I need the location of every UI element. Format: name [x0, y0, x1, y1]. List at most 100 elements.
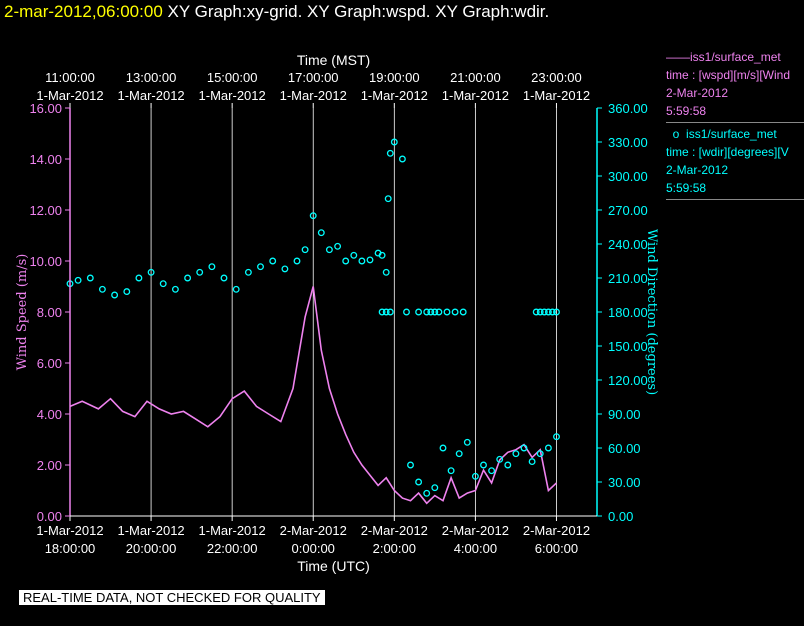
x-tick-label-date: 2-Mar-2012: [523, 523, 590, 538]
x-tick-label-date: 2-Mar-2012: [442, 523, 509, 538]
wdir-point: [553, 433, 560, 441]
grid-lines: [150, 108, 557, 516]
y-left-tick-label: 4.00: [37, 407, 62, 422]
wdir-point: [540, 308, 548, 316]
wdir-point: [382, 308, 390, 316]
wdir-point: [463, 438, 471, 446]
y-left-tick-label: 2.00: [37, 458, 62, 473]
tick-labels: 1-Mar-2012 18:00:00 1-Mar-2012 20:00:00 1-Ma…: [15, 52, 659, 574]
y-left-tick-label: 8.00: [37, 305, 62, 320]
wdir-point: [528, 458, 536, 466]
wdir-point: [334, 242, 342, 250]
wdir-point: [378, 251, 386, 259]
x-top-tick-label-time: 23:00:00: [531, 70, 582, 85]
wdir-point: [257, 263, 264, 271]
y-right-tick-label: 150.00: [608, 339, 648, 354]
wdir-point: [220, 274, 228, 282]
wdir-point: [317, 229, 325, 237]
x-top-tick-label-date: 1-Mar-2012: [117, 88, 184, 103]
wdir-point: [496, 455, 504, 463]
wdir-point: [435, 308, 443, 316]
wdir-point: [548, 308, 556, 316]
wdir-point: [135, 274, 143, 282]
wdir-point: [208, 263, 216, 271]
x-top-tick-label-date: 1-Mar-2012: [280, 88, 347, 103]
wdir-point: [384, 195, 392, 203]
y-left-tick-label: 0.00: [37, 509, 62, 524]
wdir-point: [443, 308, 451, 316]
wdir-point: [536, 308, 544, 316]
x-top-axis-label: Time (MST): [297, 52, 370, 68]
x-tick-label-time: 20:00:00: [126, 541, 177, 556]
wdir-point: [415, 478, 423, 486]
wdir-point: [244, 268, 252, 276]
wdir-point: [366, 256, 374, 264]
wdir-point: [386, 308, 394, 316]
x-top-tick-label-date: 1-Mar-2012: [199, 88, 266, 103]
y-right-tick-label: 30.00: [608, 475, 641, 490]
wdir-point: [358, 257, 366, 265]
y-right-tick-label: 180.00: [608, 305, 648, 320]
x-tick-label-time: 6:00:00: [535, 541, 578, 556]
wdir-point: [74, 276, 82, 284]
legend-wdir-time: 5:59:58: [666, 181, 707, 195]
wdir-point: [301, 246, 309, 254]
wdir-point: [293, 257, 301, 265]
y-left-tick-label: 12.00: [29, 203, 62, 218]
y-right-tick-label: 270.00: [608, 203, 648, 218]
wdir-point: [407, 461, 414, 469]
legend-wspd-date: 2-Mar-2012: [666, 86, 729, 100]
y-right-tick-label: 120.00: [608, 373, 648, 388]
wdir-point: [342, 257, 350, 265]
wdir-point: [196, 268, 204, 276]
wdir-point: [431, 484, 439, 492]
wdir-point: [386, 149, 394, 157]
wdir-point: [232, 285, 240, 293]
x-tick-label-date: 1-Mar-2012: [36, 523, 103, 538]
x-top-tick-label-date: 1-Mar-2012: [36, 88, 103, 103]
y-right-tick-label: 300.00: [608, 169, 648, 184]
y-left-axis-label: Wind Speed (m/s): [15, 254, 30, 371]
wdir-point: [378, 308, 386, 316]
wdir-point: [98, 285, 106, 293]
wdir-point: [504, 461, 512, 469]
y-right-tick-label: 90.00: [608, 407, 641, 422]
x-top-tick-label-time: 15:00:00: [207, 70, 258, 85]
legend-wspd-marker: ——: [666, 50, 690, 64]
wdir-point: [447, 467, 455, 475]
legend-wspd-source: ——iss1/surface_met: [666, 50, 781, 64]
wdir-point: [398, 155, 406, 163]
legend-wdir-source: o iss1/surface_met: [672, 127, 777, 141]
wdir-point: [439, 444, 447, 452]
y-left-tick-label: 16.00: [29, 101, 62, 116]
x-tick-label-time: 18:00:00: [45, 541, 96, 556]
legend: ——iss1/surface_met time : [wspd][m/s][Wi…: [666, 48, 804, 202]
x-tick-label-time: 22:00:00: [207, 541, 258, 556]
legend-wspd-time: 5:59:58: [666, 104, 707, 118]
wdir-point: [553, 308, 560, 316]
legend-wdir-var: time : [wdir][degrees][V: [666, 145, 789, 159]
legend-separator: [666, 122, 804, 123]
wspd-line: [69, 286, 558, 505]
title-graph-list: XY Graph:xy-grid. XY Graph:wspd. XY Grap…: [167, 2, 550, 21]
x-top-tick-label-date: 1-Mar-2012: [361, 88, 428, 103]
wdir-point: [147, 268, 155, 276]
wdir-point: [455, 450, 463, 458]
x-tick-label-date: 2-Mar-2012: [280, 523, 347, 538]
x-axis-label: Time (UTC): [297, 558, 370, 574]
wspd-series: [69, 286, 558, 505]
wdir-point: [480, 461, 487, 469]
y-right-axis-label: Wind Direction (degrees): [644, 229, 659, 395]
wdir-point: [532, 308, 540, 316]
wdir-point: [382, 268, 390, 276]
y-right-tick-label: 360.00: [608, 101, 648, 116]
wdir-point: [309, 212, 317, 220]
wdir-point: [281, 265, 289, 273]
x-tick-label-date: 2-Mar-2012: [361, 523, 428, 538]
wdir-point: [86, 274, 94, 282]
y-left-tick-label: 10.00: [29, 254, 62, 269]
x-top-tick-label-time: 13:00:00: [126, 70, 177, 85]
x-top-tick-label-date: 1-Mar-2012: [523, 88, 590, 103]
x-tick-label-date: 1-Mar-2012: [199, 523, 266, 538]
